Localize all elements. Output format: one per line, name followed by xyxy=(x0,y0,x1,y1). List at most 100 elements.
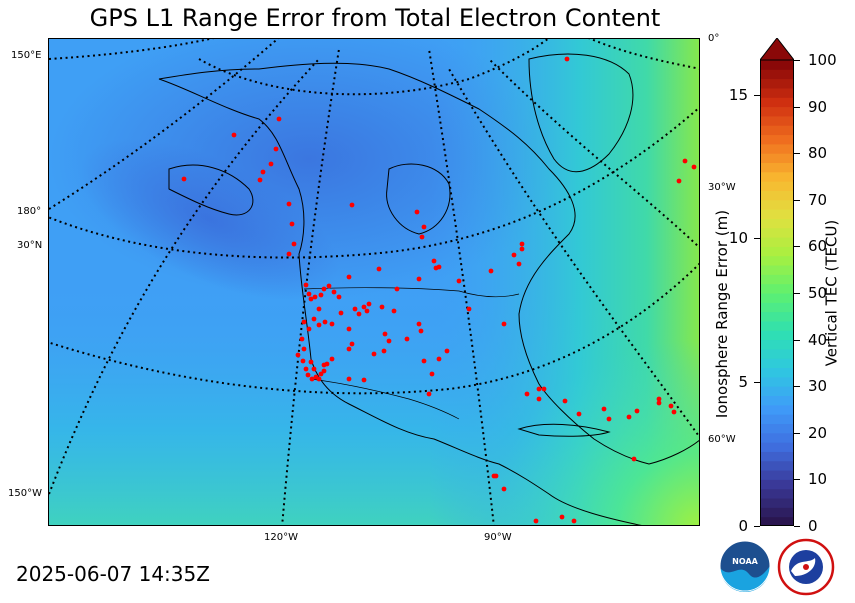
colorbar-segment xyxy=(760,460,794,471)
station-dot xyxy=(311,366,317,372)
graticule-lon-150W xyxy=(49,58,320,495)
range-error-tick-label: 10 xyxy=(728,229,748,248)
colorbar-segment xyxy=(760,87,794,98)
colorbar-tick-mark xyxy=(794,526,800,527)
map-label-30n: 30°N xyxy=(17,240,43,251)
station-dot xyxy=(311,316,317,322)
colorbar-segment xyxy=(760,60,794,70)
station-dot xyxy=(346,346,352,352)
graticule-lon-30W xyxy=(488,58,699,249)
colorbar-segment xyxy=(760,181,794,191)
graticule xyxy=(49,39,699,525)
noaa-logo-text: NOAA xyxy=(732,557,758,566)
station-dot xyxy=(536,396,542,402)
colorbar-segment xyxy=(760,209,794,219)
station-dot xyxy=(286,251,292,257)
colorbar-segment xyxy=(760,134,794,145)
map-label-180: 180° xyxy=(17,206,42,217)
colorbar-tick-mark xyxy=(794,106,800,108)
station-dot xyxy=(436,264,442,270)
colorbar-tick-mark xyxy=(794,293,800,294)
station-dot xyxy=(346,376,352,382)
colorbar-tick-label: 30 xyxy=(808,377,828,396)
station-dot xyxy=(559,514,565,520)
station-dot xyxy=(257,177,263,183)
colorbar-segment xyxy=(760,348,794,359)
station-dot xyxy=(231,132,237,138)
station-dot xyxy=(371,351,377,357)
graticule-lon-0 xyxy=(588,39,699,70)
colorbar-tick-label: 50 xyxy=(808,284,828,302)
colorbar-segment xyxy=(760,376,794,387)
station-dot xyxy=(656,400,662,406)
station-dot xyxy=(352,306,358,312)
station-dot xyxy=(260,169,266,175)
station-dot xyxy=(524,391,530,397)
colorbar-segment xyxy=(760,218,794,229)
station-dot xyxy=(519,246,525,252)
colorbar-segment xyxy=(760,414,794,424)
station-dot xyxy=(533,518,539,524)
station-dot xyxy=(309,376,315,382)
colorbar-segment xyxy=(760,470,794,480)
noaa-logo-inner xyxy=(719,540,771,592)
station-dot xyxy=(488,268,494,274)
station-dot xyxy=(501,486,507,492)
colorbar-segment xyxy=(760,311,794,322)
hudson-bay xyxy=(386,163,451,235)
station-dot xyxy=(291,241,297,247)
graticule-lon-150E xyxy=(49,39,215,60)
station-dot xyxy=(676,178,682,184)
colorbar-tick-label: 0 xyxy=(808,517,818,535)
station-dot xyxy=(414,209,420,215)
station-dot xyxy=(519,241,525,247)
colorbar-segment xyxy=(760,199,794,210)
station-dot xyxy=(421,358,427,364)
colorbar-segment xyxy=(760,302,794,313)
map-label-90w: 90°W xyxy=(484,532,512,543)
station-dot xyxy=(418,328,424,334)
map-label-60w: 60°W xyxy=(708,434,736,445)
station-dot xyxy=(571,518,577,524)
station-dot xyxy=(656,396,662,402)
colorbar-svg xyxy=(760,38,794,526)
us-mexico-border xyxy=(310,378,460,420)
station-dot xyxy=(361,377,367,383)
station-dot xyxy=(338,310,344,316)
colorbar-segment xyxy=(760,330,794,341)
map-label-150e: 150°E xyxy=(11,50,42,61)
station-dot xyxy=(321,286,327,292)
station-dot xyxy=(268,161,274,167)
colorbar-segment xyxy=(760,274,794,285)
station-dot xyxy=(305,372,311,378)
graticule-lat-30N xyxy=(49,262,699,395)
station-dot xyxy=(691,164,697,170)
colorbar-frame xyxy=(760,59,794,526)
station-dot xyxy=(316,322,322,328)
colorbar-segment xyxy=(760,386,794,397)
graticule-lat-80N xyxy=(198,39,550,96)
station-dot xyxy=(606,416,612,422)
map-label-30w: 30°W xyxy=(708,182,736,193)
colorbar-segment xyxy=(760,498,794,508)
station-dot xyxy=(564,56,570,62)
station-dot xyxy=(322,319,328,325)
colorbar-segment xyxy=(760,479,794,490)
colorbar-segment xyxy=(760,395,794,406)
range-error-tick-label: 5 xyxy=(738,373,748,392)
station-dot xyxy=(361,304,367,310)
station-dot xyxy=(376,266,382,272)
graticule-lon-180 xyxy=(49,39,280,210)
colorbar-segment xyxy=(760,432,794,443)
station-dot xyxy=(349,341,355,347)
chart-title: GPS L1 Range Error from Total Electron C… xyxy=(89,4,661,32)
colorbar-tick-label: 100 xyxy=(808,51,837,69)
colorbar-segment xyxy=(760,106,794,117)
nws-logo-dot xyxy=(803,564,809,570)
colorbar-segment xyxy=(760,283,794,294)
station-dot xyxy=(308,296,314,302)
graticule-lon-90W xyxy=(428,48,495,525)
nws-logo xyxy=(777,538,835,596)
station-dot xyxy=(436,356,442,362)
station-dot xyxy=(634,408,640,414)
